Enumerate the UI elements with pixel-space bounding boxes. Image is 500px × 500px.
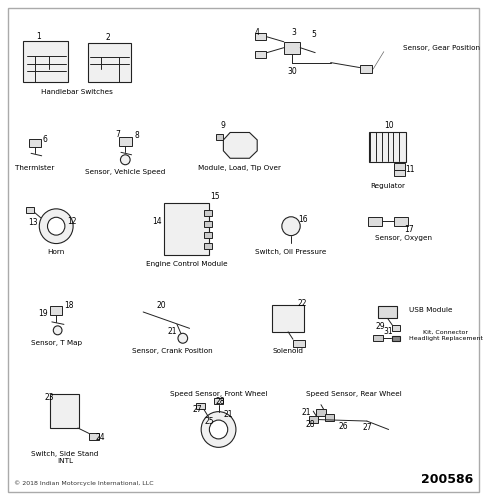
Text: 5: 5 — [312, 30, 316, 39]
Bar — [316, 410, 326, 416]
Text: 18: 18 — [64, 301, 74, 310]
Text: 200586: 200586 — [421, 472, 473, 486]
Text: 28: 28 — [216, 396, 225, 406]
Bar — [216, 134, 224, 140]
Bar — [394, 164, 404, 170]
Text: 4: 4 — [255, 28, 260, 38]
Text: 29: 29 — [375, 322, 384, 332]
Bar — [378, 306, 398, 318]
Text: Horn: Horn — [48, 249, 65, 255]
Text: 15: 15 — [210, 192, 220, 201]
Text: 31: 31 — [384, 327, 394, 336]
Text: 6: 6 — [42, 136, 47, 144]
Text: 21: 21 — [302, 408, 311, 417]
Text: 17: 17 — [404, 224, 413, 234]
Bar — [29, 140, 40, 147]
Bar — [368, 217, 382, 226]
Text: © 2018 Indian Motorcycle International, LLC: © 2018 Indian Motorcycle International, … — [14, 480, 154, 486]
Bar — [24, 42, 68, 82]
Bar — [360, 64, 372, 74]
Text: 13: 13 — [28, 218, 38, 227]
Bar — [272, 305, 304, 332]
Bar — [256, 50, 266, 58]
Text: Solenoid: Solenoid — [272, 348, 304, 354]
Bar — [293, 340, 304, 346]
Bar — [204, 243, 212, 249]
Text: 26: 26 — [338, 422, 348, 430]
Bar — [309, 416, 318, 423]
Bar — [50, 306, 62, 315]
Bar — [88, 433, 99, 440]
Circle shape — [120, 155, 130, 164]
Text: 8: 8 — [134, 132, 139, 140]
Text: Switch, Oil Pressure: Switch, Oil Pressure — [256, 249, 326, 255]
Polygon shape — [224, 132, 257, 158]
Bar — [392, 336, 400, 340]
Bar — [164, 203, 210, 256]
Circle shape — [48, 218, 65, 235]
Bar — [392, 326, 400, 332]
Text: Speed Sensor, Front Wheel: Speed Sensor, Front Wheel — [170, 392, 268, 398]
Bar — [394, 170, 404, 176]
Circle shape — [178, 334, 188, 343]
Bar — [196, 403, 204, 409]
Text: 12: 12 — [68, 216, 77, 226]
Bar — [394, 217, 408, 226]
Text: Switch, Side Stand
INTL: Switch, Side Stand INTL — [31, 451, 98, 464]
Text: 25: 25 — [204, 416, 214, 426]
Text: 28: 28 — [306, 420, 315, 429]
Bar — [204, 210, 212, 216]
Text: Speed Sensor, Rear Wheel: Speed Sensor, Rear Wheel — [306, 392, 402, 398]
Text: 27: 27 — [193, 405, 202, 414]
Text: Sensor, Gear Position: Sensor, Gear Position — [403, 44, 480, 51]
Text: 9: 9 — [221, 120, 226, 130]
Circle shape — [54, 326, 62, 335]
Text: Sensor, Vehicle Speed: Sensor, Vehicle Speed — [85, 169, 166, 175]
Text: 27: 27 — [362, 423, 372, 432]
Text: 3: 3 — [291, 28, 296, 38]
Text: Sensor, Oxygen: Sensor, Oxygen — [374, 235, 432, 241]
Bar — [214, 398, 223, 404]
Text: 21: 21 — [168, 328, 177, 336]
Text: Engine Control Module: Engine Control Module — [146, 261, 228, 267]
Bar — [204, 221, 212, 227]
Bar — [373, 335, 383, 342]
Text: 7: 7 — [116, 130, 120, 139]
Text: Sensor, T Map: Sensor, T Map — [30, 340, 82, 346]
Bar — [370, 132, 406, 162]
Circle shape — [201, 412, 236, 448]
Text: 16: 16 — [298, 215, 308, 224]
Text: 11: 11 — [406, 165, 415, 174]
Text: Handlebar Switches: Handlebar Switches — [41, 89, 113, 95]
Circle shape — [210, 420, 228, 439]
Text: 10: 10 — [384, 120, 394, 130]
Text: Module, Load, Tip Over: Module, Load, Tip Over — [198, 164, 281, 170]
Bar — [88, 42, 130, 82]
Bar — [256, 34, 266, 40]
Text: 24: 24 — [96, 433, 105, 442]
Text: 23: 23 — [44, 394, 54, 402]
Circle shape — [282, 217, 300, 236]
Text: Thermister: Thermister — [16, 164, 54, 170]
Text: 14: 14 — [152, 216, 162, 226]
Text: 1: 1 — [36, 32, 40, 42]
Bar — [119, 138, 132, 146]
Text: 21: 21 — [224, 410, 233, 419]
Bar — [325, 414, 334, 421]
Bar — [284, 42, 300, 54]
Text: 2: 2 — [105, 34, 110, 42]
Circle shape — [40, 209, 73, 244]
Text: Regulator: Regulator — [370, 183, 405, 189]
Bar — [50, 394, 80, 428]
Text: 19: 19 — [38, 309, 48, 318]
Text: 30: 30 — [287, 67, 297, 76]
Text: Kit, Connector
Headlight Replacement: Kit, Connector Headlight Replacement — [409, 330, 483, 340]
Text: 22: 22 — [298, 299, 308, 308]
Text: Sensor, Crank Position: Sensor, Crank Position — [132, 348, 212, 354]
Text: USB Module: USB Module — [409, 308, 453, 314]
Bar — [204, 232, 212, 238]
Bar — [26, 208, 34, 214]
Text: 20: 20 — [156, 301, 166, 310]
